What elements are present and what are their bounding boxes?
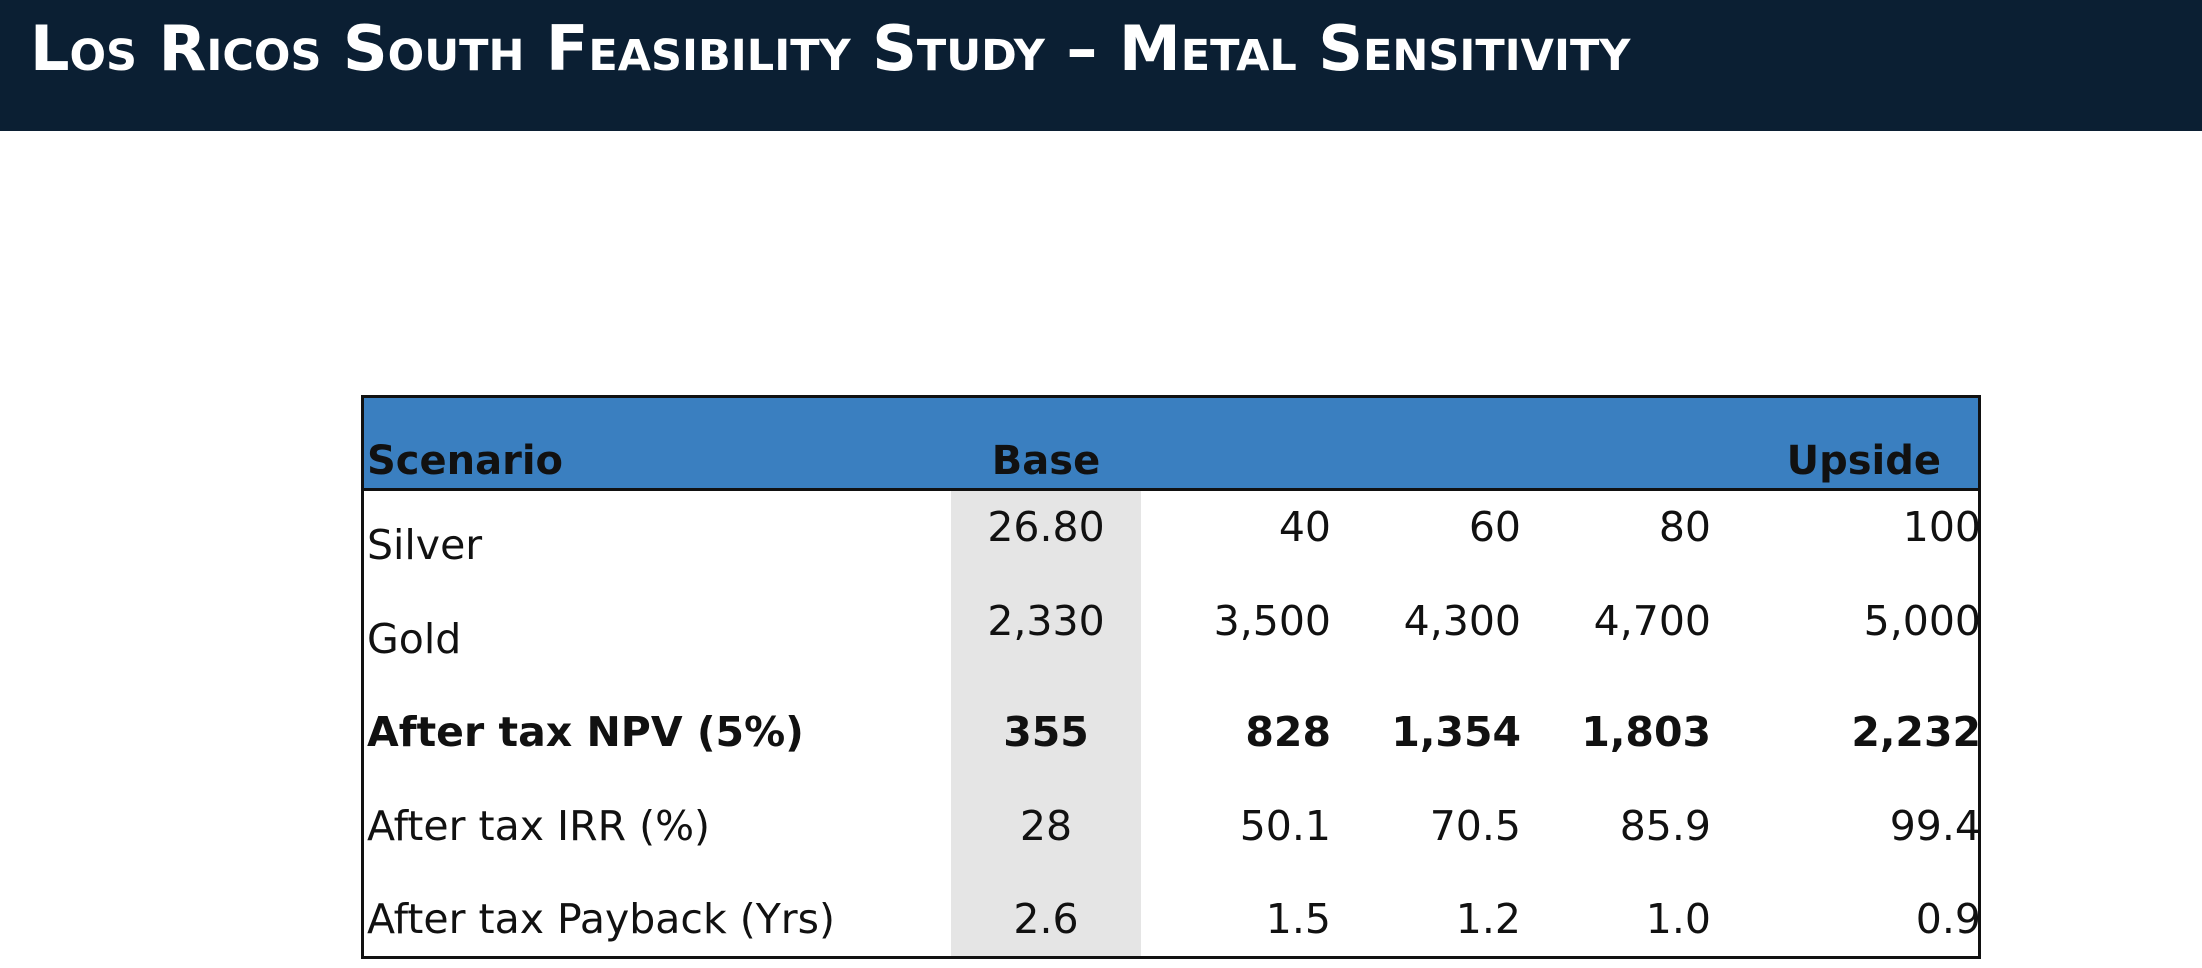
row-label-gold: Gold — [367, 615, 462, 663]
header-upside: Upside — [1786, 438, 1941, 484]
silver-80: 80 — [1658, 503, 1711, 551]
irr-base: 28 — [1019, 802, 1073, 850]
npv-2: 1,354 — [1391, 708, 1521, 756]
irr-1: 50.1 — [1239, 802, 1331, 850]
silver-base: 26.80 — [987, 503, 1105, 551]
npv-upside: 2,232 — [1851, 708, 1981, 756]
page-title: Los Ricos South Feasibility Study – Meta… — [30, 12, 1631, 85]
header-scenario: Scenario — [367, 438, 564, 484]
payback-base: 2.6 — [1013, 895, 1079, 943]
gold-upside: 5,000 — [1863, 597, 1981, 645]
silver-40: 40 — [1278, 503, 1331, 551]
npv-base: 355 — [1003, 708, 1089, 756]
silver-upside: 100 — [1902, 503, 1981, 551]
base-column-shading — [951, 491, 1141, 956]
npv-1: 828 — [1245, 708, 1331, 756]
gold-4300: 4,300 — [1403, 597, 1521, 645]
header-base: Base — [991, 438, 1101, 484]
gold-3500: 3,500 — [1213, 597, 1331, 645]
table-header-row: Scenario Base Upside — [364, 398, 1978, 491]
gold-base: 2,330 — [987, 597, 1105, 645]
silver-60: 60 — [1468, 503, 1521, 551]
row-label-silver: Silver — [367, 521, 483, 569]
payback-3: 1.0 — [1645, 895, 1711, 943]
row-label-npv: After tax NPV (5%) — [367, 708, 804, 756]
irr-3: 85.9 — [1619, 802, 1711, 850]
irr-2: 70.5 — [1429, 802, 1521, 850]
payback-upside: 0.9 — [1915, 895, 1981, 943]
sensitivity-table: Scenario Base Upside Silver 26.80 40 60 … — [361, 395, 1981, 959]
row-label-irr: After tax IRR (%) — [367, 802, 711, 850]
row-label-payback: After tax Payback (Yrs) — [367, 895, 835, 943]
title-bar: Los Ricos South Feasibility Study – Meta… — [0, 0, 2202, 131]
gold-4700: 4,700 — [1593, 597, 1711, 645]
npv-3: 1,803 — [1581, 708, 1711, 756]
irr-upside: 99.4 — [1889, 802, 1981, 850]
payback-2: 1.2 — [1455, 895, 1521, 943]
payback-1: 1.5 — [1265, 895, 1331, 943]
